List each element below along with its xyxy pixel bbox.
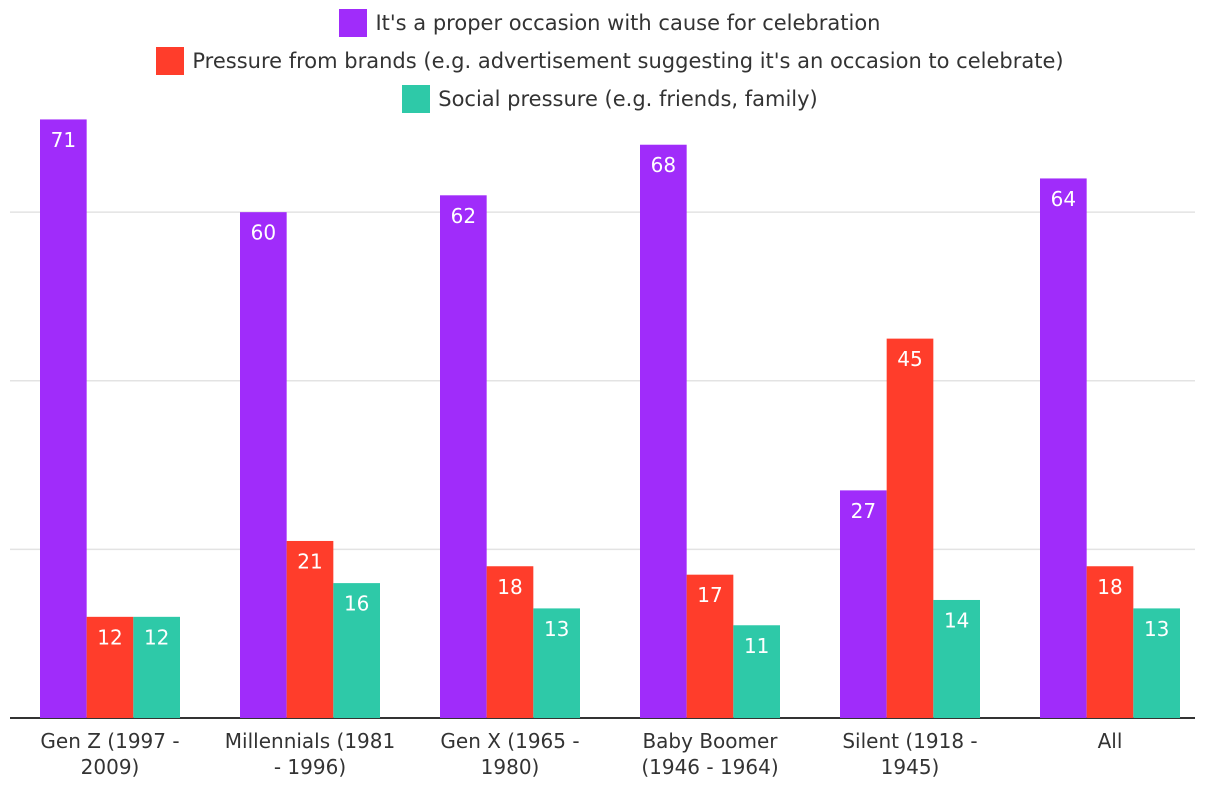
legend: It's a proper occasion with cause for ce…: [40, 8, 1180, 114]
bar: [933, 599, 980, 718]
bar: [86, 616, 134, 718]
data-label: 62: [451, 204, 476, 228]
bar: [733, 625, 780, 718]
data-label: 21: [297, 549, 322, 573]
legend-swatch: [339, 9, 368, 37]
bar: [333, 583, 380, 718]
data-label: 18: [497, 575, 522, 599]
legend-label: Social pressure (e.g. friends, family): [438, 87, 818, 111]
legend-swatch: [402, 85, 431, 113]
data-label: 14: [944, 608, 969, 632]
bar: [1040, 178, 1087, 718]
bar: [1086, 566, 1134, 718]
legend-item: It's a proper occasion with cause for ce…: [339, 8, 881, 38]
bar: [686, 574, 734, 718]
bar: [286, 540, 334, 718]
bar: [840, 490, 887, 718]
data-label: 60: [251, 221, 276, 245]
data-label: 13: [544, 617, 569, 641]
legend-label: Pressure from brands (e.g. advertisement…: [192, 49, 1064, 73]
bar: [40, 119, 87, 719]
legend-item: Pressure from brands (e.g. advertisement…: [156, 46, 1064, 76]
data-label: 16: [344, 592, 369, 616]
legend-swatch: [156, 47, 185, 75]
x-tick-label: All: [1097, 729, 1123, 753]
bar: [640, 144, 687, 718]
x-tick-label: Gen X (1965 - 1980): [440, 729, 580, 779]
bar: [486, 566, 534, 718]
data-label: 17: [697, 583, 722, 607]
data-label: 18: [1097, 575, 1122, 599]
bar: [240, 212, 287, 718]
bar: [1133, 608, 1180, 718]
data-label: 45: [897, 347, 922, 371]
data-label: 71: [51, 128, 76, 152]
bar: [533, 608, 580, 718]
data-label: 64: [1051, 187, 1076, 211]
data-label: 11: [744, 634, 769, 658]
bar: [440, 195, 487, 719]
bar: [133, 616, 180, 718]
data-label: 12: [97, 625, 122, 649]
data-label: 27: [851, 499, 876, 523]
data-label: 12: [144, 625, 169, 649]
legend-item: Social pressure (e.g. friends, family): [402, 84, 818, 114]
x-tick-label: Baby Boomer (1946 - 1964): [641, 729, 779, 779]
x-tick-label: Silent (1918 - 1945): [842, 729, 978, 779]
data-label: 68: [651, 153, 676, 177]
x-tick-label: Gen Z (1997 - 2009): [40, 729, 180, 779]
x-tick-label: Millennials (1981 - 1996): [224, 729, 396, 779]
bar: [886, 338, 934, 718]
data-label: 13: [1144, 617, 1169, 641]
legend-label: It's a proper occasion with cause for ce…: [375, 11, 881, 35]
